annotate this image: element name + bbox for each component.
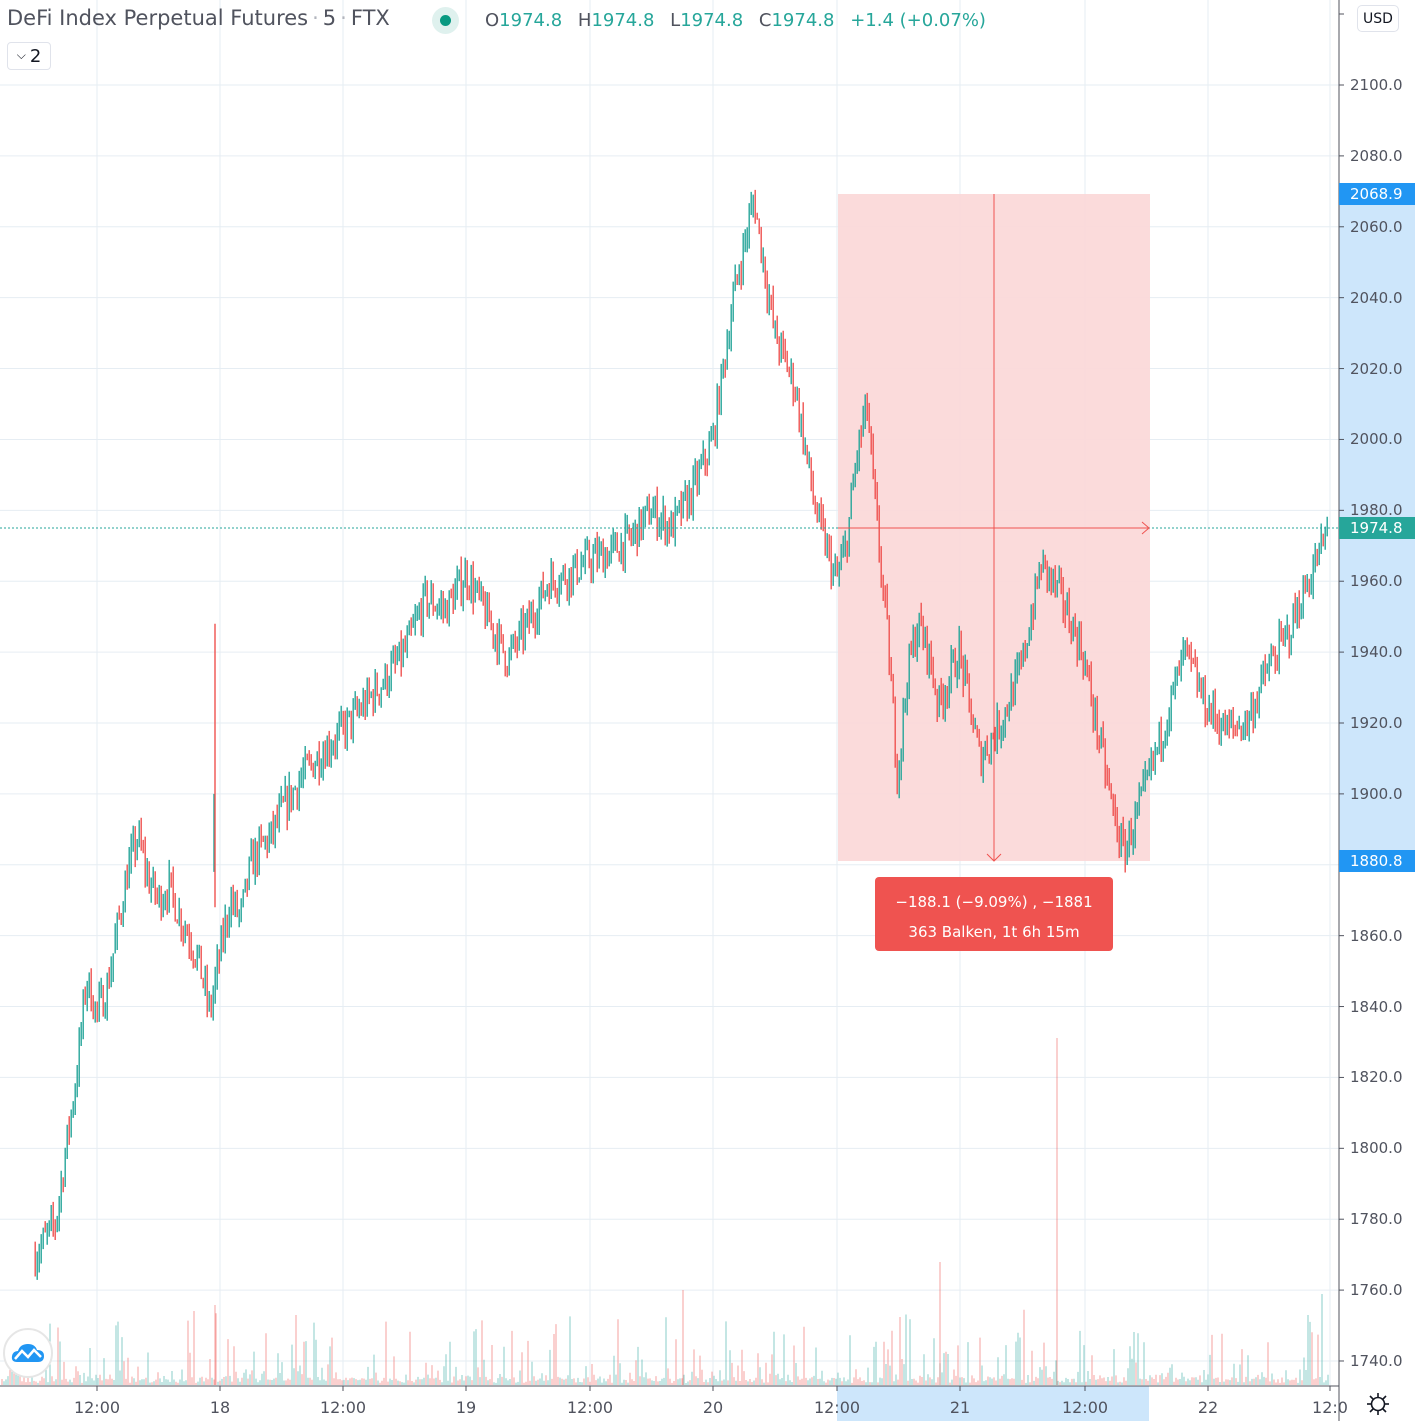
measure-down-arrow-icon xyxy=(986,853,1002,862)
measure-right-arrow-icon xyxy=(1141,521,1150,535)
high-value: 1974.8 xyxy=(591,10,655,31)
time-axis-label: 12:0 xyxy=(1312,1398,1348,1417)
price-axis-label: 2040.0 xyxy=(1350,288,1403,307)
time-axis-label: 19 xyxy=(455,1398,477,1417)
price-axis-label: 1920.0 xyxy=(1350,713,1403,732)
high-label: H xyxy=(577,10,592,31)
price-axis-label: 1860.0 xyxy=(1350,926,1403,945)
price-axis-label: 2060.0 xyxy=(1350,217,1403,236)
measure-bars-text: 363 Balken, 1t 6h 15m xyxy=(908,923,1080,941)
time-axis-ticks xyxy=(96,1386,1331,1391)
tradingview-logo[interactable] xyxy=(3,1328,53,1378)
range-low-tag: 1880.8 xyxy=(1339,850,1415,872)
chart-grid xyxy=(0,0,1339,1386)
price-axis-label: 1820.0 xyxy=(1350,1068,1403,1087)
price-axis-label: 2020.0 xyxy=(1350,359,1403,378)
time-axis-label: 21 xyxy=(949,1398,971,1417)
symbol-name[interactable]: DeFi Index Perpetual Futures xyxy=(7,6,309,30)
price-axis-label: 1760.0 xyxy=(1350,1281,1403,1300)
indicator-count: 2 xyxy=(29,45,42,67)
price-axis-label: 1940.0 xyxy=(1350,643,1403,662)
time-axis-label: 22 xyxy=(1197,1398,1219,1417)
price-axis-label: 1840.0 xyxy=(1350,997,1403,1016)
range-high-tag: 2068.9 xyxy=(1339,183,1415,205)
collapse-indicators-button[interactable]: ⌵ 2 xyxy=(7,42,51,70)
price-candles xyxy=(34,189,1328,1280)
close-value: 1974.8 xyxy=(771,10,835,31)
market-open-status-icon xyxy=(432,7,459,34)
price-axis-label: 1800.0 xyxy=(1350,1139,1403,1158)
measure-change-text: −188.1 (−9.09%) , −1881 xyxy=(895,893,1093,911)
time-axis-label: 20 xyxy=(702,1398,724,1417)
price-axis-label: 1980.0 xyxy=(1350,501,1403,520)
time-axis-label: 12:00 xyxy=(1061,1398,1109,1417)
chart-settings-button[interactable] xyxy=(1364,1390,1392,1418)
time-axis-label: 12:00 xyxy=(73,1398,121,1417)
legend-separator: · xyxy=(312,6,319,30)
time-axis-label: 12:00 xyxy=(566,1398,614,1417)
change-value: +1.4 (+0.07%) xyxy=(850,10,986,31)
price-axis-label: 1780.0 xyxy=(1350,1210,1403,1229)
time-axis-highlight xyxy=(837,1386,1149,1421)
price-axis-label: 2100.0 xyxy=(1350,76,1403,94)
price-axis-ticks xyxy=(1339,13,1344,1362)
cloud-logo-icon xyxy=(11,1344,44,1362)
last-price-tag: 1974.8 xyxy=(1339,517,1415,539)
price-axis-label: 1900.0 xyxy=(1350,784,1403,803)
open-value: 1974.8 xyxy=(499,10,563,31)
gear-icon xyxy=(1367,1393,1389,1415)
low-value: 1974.8 xyxy=(680,10,744,31)
symbol-legend[interactable]: DeFi Index Perpetual Futures · 5 · FTX xyxy=(7,6,390,30)
exchange-label: FTX xyxy=(350,6,390,30)
chevron-down-icon: ⌵ xyxy=(16,47,26,62)
close-label: C xyxy=(758,10,772,31)
ohlc-values: O1974.8 H1974.8 L1974.8 C1974.8 +1.4 (+0… xyxy=(485,10,986,31)
price-axis-label: 2080.0 xyxy=(1350,146,1403,165)
currency-button[interactable]: USD xyxy=(1357,5,1399,32)
price-axis-label: 1960.0 xyxy=(1350,572,1403,591)
open-label: O xyxy=(485,10,500,31)
price-axis-label: 1740.0 xyxy=(1350,1351,1403,1370)
interval-label: 5 xyxy=(322,6,337,30)
measure-result-label: −188.1 (−9.09%) , −1881 363 Balken, 1t 6… xyxy=(875,877,1113,951)
low-label: L xyxy=(670,10,681,31)
legend-separator: · xyxy=(340,6,347,30)
time-axis-label: 12:00 xyxy=(813,1398,861,1417)
volume-bars xyxy=(1,1038,1329,1385)
time-axis-label: 18 xyxy=(209,1398,231,1417)
time-axis-label: 12:00 xyxy=(319,1398,367,1417)
price-axis-label: 2000.0 xyxy=(1350,430,1403,449)
